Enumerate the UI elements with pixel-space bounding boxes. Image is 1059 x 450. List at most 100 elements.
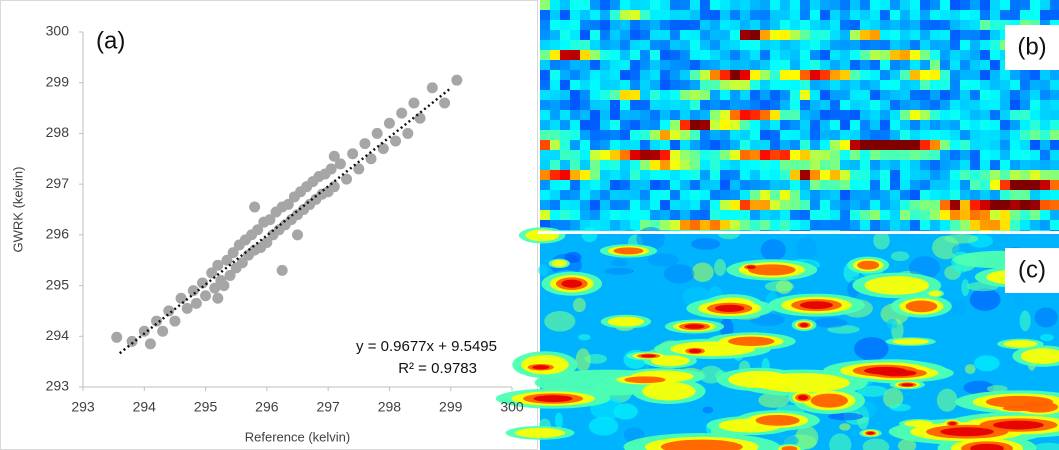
heat-cell [930,230,940,231]
heat-cell [550,10,560,20]
point [227,247,239,259]
heat-cell [850,170,860,180]
heat-cell [540,130,550,140]
heat-cell [740,20,750,30]
heat-cell [970,150,980,160]
panel-label: (b) [1017,33,1046,60]
heat-cell [750,10,760,20]
heat-cell [670,180,680,190]
heat-cell [550,20,560,30]
heat-cell [850,20,860,30]
heat-cell [720,110,730,120]
heat-cell [1050,90,1059,100]
heat-cell [570,10,580,20]
heat-cell [870,210,880,220]
heat-cell [660,100,670,110]
heat-cell [690,0,700,10]
heat-cell [750,40,760,50]
heat-cell [540,160,550,170]
heat-cell [540,0,550,10]
texture [714,259,727,277]
heat-cell [750,50,760,60]
heat-cell [840,110,850,120]
heat-cell [850,220,860,230]
heat-cell [970,170,980,180]
heat-cell [630,50,640,60]
heat-cell [790,70,800,80]
heat-cell [590,90,600,100]
heat-cell [940,60,950,70]
heat-cell [740,100,750,110]
texture [758,392,790,408]
texture [719,318,734,339]
heat-cell [800,20,810,30]
heat-cell [710,80,720,90]
heat-cell [860,90,870,100]
heat-cell [660,150,670,160]
heat-cell [810,230,820,231]
heat-cell [540,120,550,130]
point [212,292,224,304]
heat-cell [590,60,600,70]
heat-cell [580,180,590,190]
heat-cell [580,90,590,100]
heat-cell [960,110,970,120]
heat-cell [720,210,730,220]
heat-cell [1040,200,1050,210]
heat-cell [690,230,700,231]
heat-cell [600,90,610,100]
x-tick-label: 296 [255,399,279,415]
heat-cell [850,150,860,160]
heat-cell [1050,10,1059,20]
heat-cell [1040,220,1050,230]
heat-cell [630,110,640,120]
heat-cell [890,20,900,30]
heat-cell [540,10,550,20]
heat-cell [820,200,830,210]
heat-cell [820,150,830,160]
heat-cell [800,230,810,231]
heat-cell [580,80,590,90]
heat-cell [670,50,680,60]
heat-cell [790,10,800,20]
heat-blob [864,366,907,375]
heat-cell [700,150,710,160]
heat-cell [920,50,930,60]
heat-cell [1000,80,1010,90]
texture [702,406,714,414]
heat-cell [620,200,630,210]
heat-cell [960,50,970,60]
heat-cell [840,0,850,10]
heat-cell [720,120,730,130]
heat-cell [900,20,910,30]
heat-cell [700,10,710,20]
heat-blob [746,265,756,269]
heat-cell [1050,110,1059,120]
heat-cell [590,190,600,200]
texture [839,423,851,431]
heat-cell [840,10,850,20]
heat-cell [920,20,930,30]
heat-cell [910,210,920,220]
heat-cell [580,210,590,220]
heat-cell [860,50,870,60]
heat-cell [920,180,930,190]
heat-cell [890,10,900,20]
heat-cell [1040,140,1050,150]
heat-cell [560,100,570,110]
y-tick-label: 300 [46,23,70,39]
heat-cell [580,150,590,160]
heat-cell [960,190,970,200]
heat-cell [650,50,660,60]
heat-cell [550,140,560,150]
heat-cell [680,150,690,160]
heat-cell [860,140,870,150]
heat-cell [860,120,870,130]
heat-cell [930,80,940,90]
y-tick-label: 294 [46,327,70,343]
heat-cell [1050,100,1059,110]
heat-cell [970,10,980,20]
heat-cell [1010,80,1020,90]
heat-cell [1020,210,1030,220]
heat-cell [740,190,750,200]
